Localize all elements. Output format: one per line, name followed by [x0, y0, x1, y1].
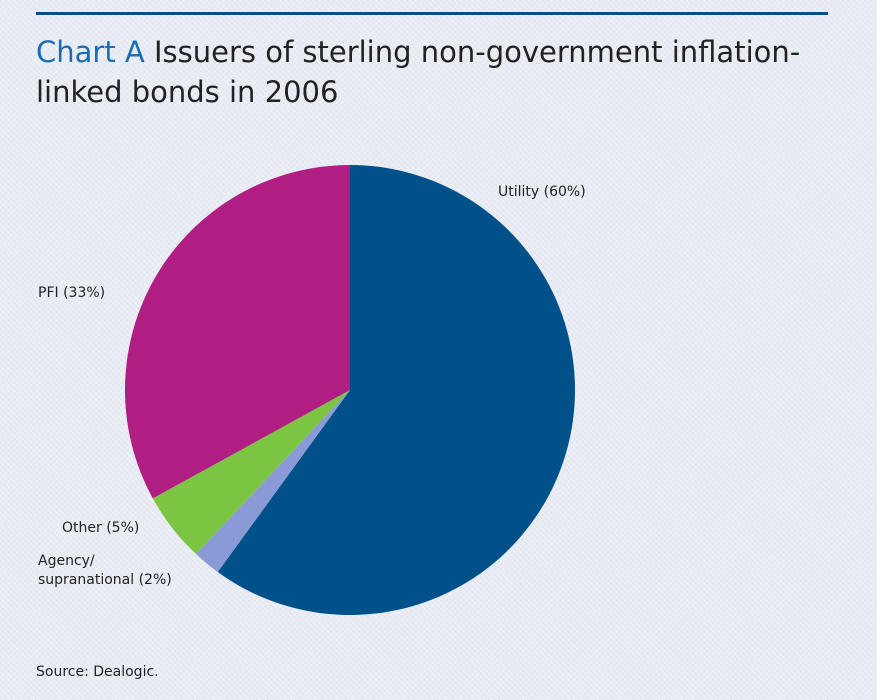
pie-slice-utility	[217, 165, 575, 615]
slice-label-other: Other (5%)	[62, 520, 139, 536]
top-rule	[36, 12, 828, 15]
chart-title-text: Issuers of sterling non-government infla…	[36, 35, 801, 109]
pie-slices	[125, 165, 575, 615]
slice-label-utility: Utility (60%)	[498, 184, 586, 200]
pie-slice-other	[152, 390, 350, 555]
slice-label-pfi: PFI (33%)	[38, 285, 105, 301]
pie-slice-pfi	[125, 165, 351, 499]
chart-title-label: Chart A	[36, 35, 145, 69]
pie-labels: Utility (60%) Agency/supranational (2%) Ot…	[38, 184, 586, 588]
chart-title: Chart A Issuers of sterling non-governme…	[36, 32, 816, 112]
pie-slice-agency-supranational	[195, 390, 350, 573]
slice-label-agency-supranational: Agency/supranational (2%)	[38, 553, 172, 588]
source-note: Source: Dealogic.	[36, 664, 159, 680]
